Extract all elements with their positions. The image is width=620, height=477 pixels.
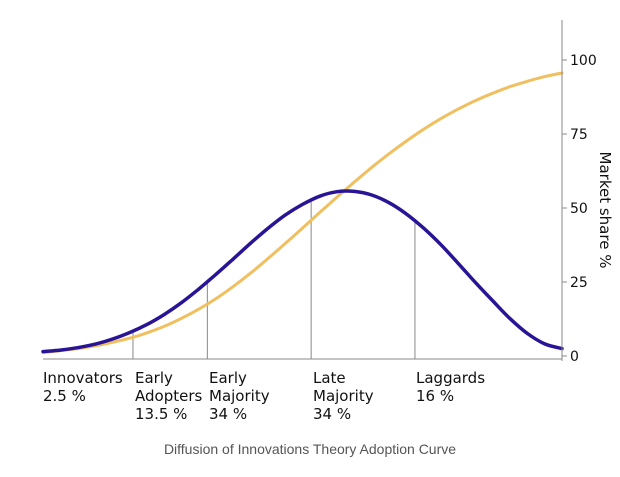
adoption-bell-line <box>41 189 564 354</box>
y-axis-title: Market share % <box>596 152 614 269</box>
segment-label: Early Adopters 13.5 % <box>135 369 202 423</box>
segment-label: Late Majority 34 % <box>313 369 374 423</box>
y-tick-label: 0 <box>570 349 579 365</box>
y-tick-label: 100 <box>570 53 597 69</box>
y-tick-label: 75 <box>570 127 588 143</box>
segment-label: Innovators 2.5 % <box>43 369 123 405</box>
y-tick-label: 25 <box>570 275 588 291</box>
y-tick-label: 50 <box>570 201 588 217</box>
segment-label: Early Majority 34 % <box>209 369 270 423</box>
segment-label: Laggards 16 % <box>416 369 485 405</box>
cumulative-market-share-line <box>41 71 564 354</box>
chart-caption: Diffusion of Innovations Theory Adoption… <box>163 441 457 457</box>
